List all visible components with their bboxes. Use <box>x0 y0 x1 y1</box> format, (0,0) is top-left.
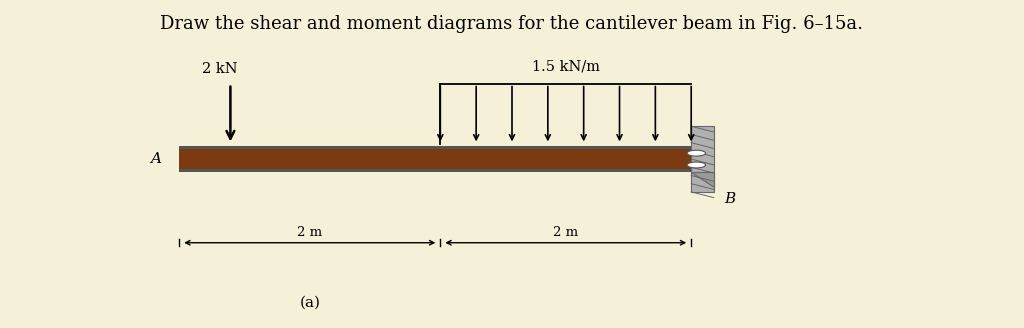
Circle shape <box>687 162 706 168</box>
Polygon shape <box>691 172 714 187</box>
Text: Draw the shear and moment diagrams for the cantilever beam in Fig. 6–15a.: Draw the shear and moment diagrams for t… <box>161 15 863 33</box>
Text: B: B <box>724 192 735 206</box>
Bar <box>691 126 714 192</box>
Text: 2 m: 2 m <box>553 226 579 239</box>
Bar <box>179 146 691 172</box>
Text: (a): (a) <box>299 296 321 310</box>
Text: 2 m: 2 m <box>297 226 323 239</box>
Text: A: A <box>150 152 161 166</box>
Bar <box>179 146 691 149</box>
Text: 2 kN: 2 kN <box>203 62 238 76</box>
Bar <box>179 169 691 172</box>
Text: 1.5 kN/m: 1.5 kN/m <box>531 60 600 74</box>
Circle shape <box>687 150 706 156</box>
